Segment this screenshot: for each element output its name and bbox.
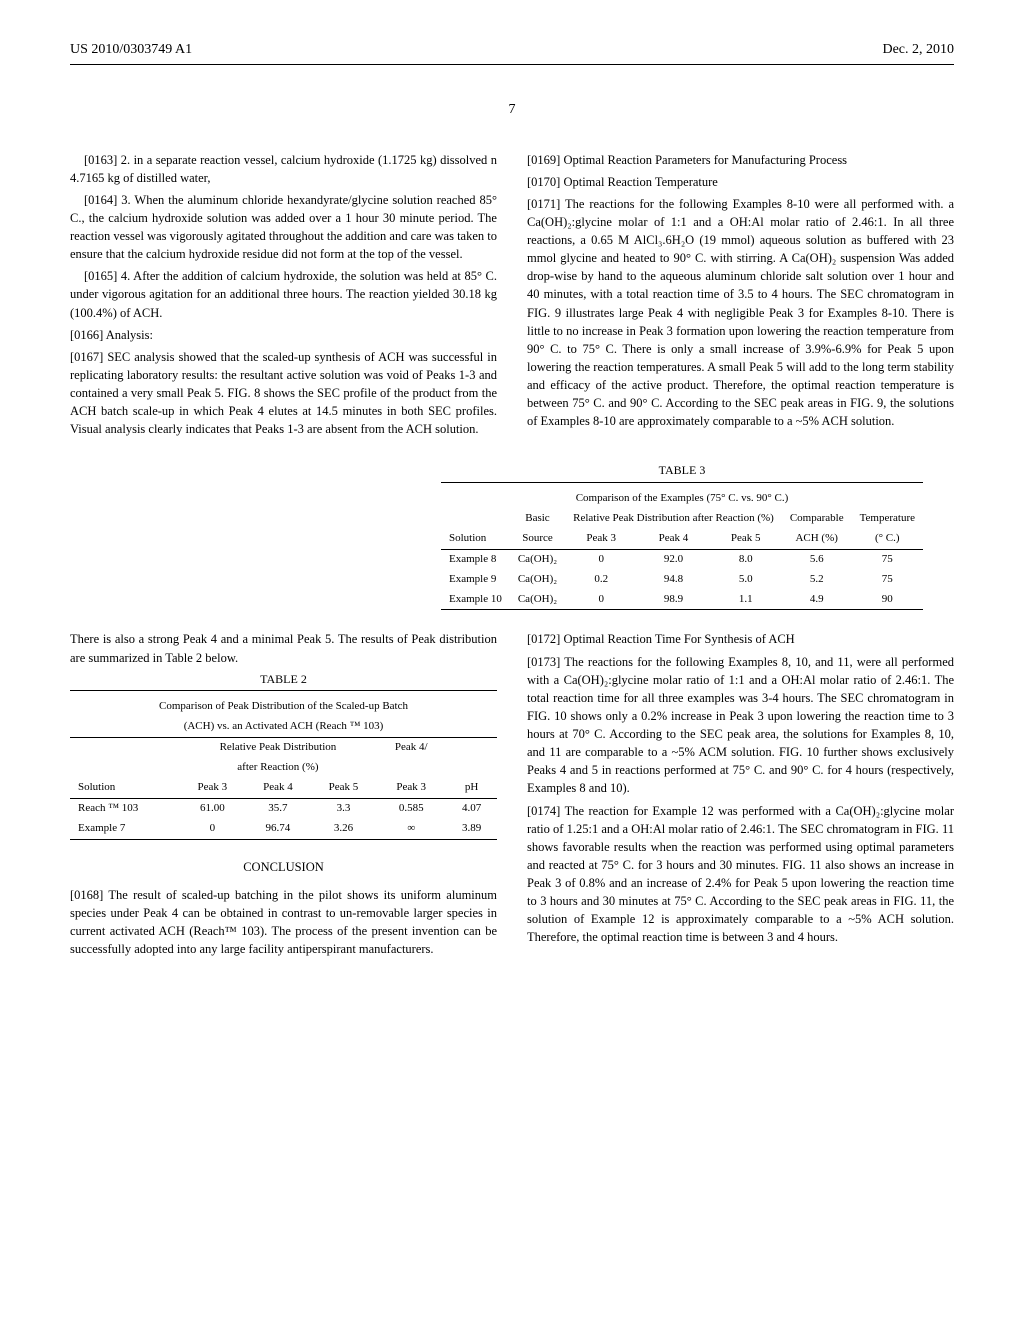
para-0168: [0168] The result of scaled-up batching …	[70, 886, 497, 959]
t2-ga2: after Reaction (%)	[180, 758, 377, 778]
table-2-caption-l1: Comparison of Peak Distribution of the S…	[70, 697, 497, 717]
t3-h5: ACH (%)	[782, 529, 852, 549]
table-2-label: TABLE 2	[70, 671, 497, 688]
top-columns: [0163] 2. in a separate reaction vessel,…	[70, 151, 954, 443]
t3-h2: Peak 3	[565, 529, 637, 549]
t2-h5: pH	[446, 778, 497, 798]
table-row: Example 8 Ca(OH)₂ 0 92.0 8.0 5.6 75	[441, 549, 923, 569]
t3-h1: Source	[510, 529, 565, 549]
right-column-top: [0169] Optimal Reaction Parameters for M…	[527, 151, 954, 443]
para-0166: [0166] Analysis:	[70, 326, 497, 344]
para-0167: [0167] SEC analysis showed that the scal…	[70, 348, 497, 439]
bottom-columns: There is also a strong Peak 4 and a mini…	[70, 630, 954, 962]
para-0165: [0165] 4. After the addition of calcium …	[70, 267, 497, 321]
table-row: Example 9 Ca(OH)₂ 0.2 94.8 5.0 5.2 75	[441, 570, 923, 590]
t3-g2: Relative Peak Distribution after Reactio…	[565, 509, 782, 529]
para-0163: [0163] 2. in a separate reaction vessel,…	[70, 151, 497, 187]
para-0164: [0164] 3. When the aluminum chloride hex…	[70, 191, 497, 264]
left-column-top: [0163] 2. in a separate reaction vessel,…	[70, 151, 497, 443]
table-2: Comparison of Peak Distribution of the S…	[70, 690, 497, 840]
table-2-caption-l2: (ACH) vs. an Activated ACH (Reach ™ 103)	[70, 717, 497, 737]
para-0173: [0173] The reactions for the following E…	[527, 653, 954, 798]
para-0170: [0170] Optimal Reaction Temperature	[527, 173, 954, 191]
right-column-bottom: [0172] Optimal Reaction Time For Synthes…	[527, 630, 954, 962]
para-0171: [0171] The reactions for the following E…	[527, 195, 954, 431]
t2-gb: Peak 4/	[376, 738, 446, 758]
t3-g4: Temperature	[852, 509, 923, 529]
table-row: Example 7 0 96.74 3.26 ∞ 3.89	[70, 819, 497, 839]
table-row: Example 10 Ca(OH)₂ 0 98.9 1.1 4.9 90	[441, 590, 923, 610]
t3-g3: Comparable	[782, 509, 852, 529]
conclusion-heading: CONCLUSION	[70, 858, 497, 876]
t3-g1: Basic	[510, 509, 565, 529]
page-number: 7	[70, 100, 954, 120]
table-3-label: TABLE 3	[410, 462, 954, 479]
t3-h3: Peak 4	[637, 529, 709, 549]
para-0172: [0172] Optimal Reaction Time For Synthes…	[527, 630, 954, 648]
t3-h6: (° C.)	[852, 529, 923, 549]
header-left: US 2010/0303749 A1	[70, 40, 192, 60]
t2-h0: Solution	[70, 778, 180, 798]
t3-h0: Solution	[441, 529, 510, 549]
t2-ga: Relative Peak Distribution	[180, 738, 377, 758]
t3-h4: Peak 5	[710, 529, 782, 549]
table-3-caption: Comparison of the Examples (75° C. vs. 9…	[441, 489, 923, 509]
table-3: Comparison of the Examples (75° C. vs. 9…	[441, 482, 923, 611]
page-header: US 2010/0303749 A1 Dec. 2, 2010	[70, 40, 954, 65]
para-0174: [0174] The reaction for Example 12 was p…	[527, 802, 954, 947]
post-table3-text: There is also a strong Peak 4 and a mini…	[70, 630, 497, 666]
para-0169: [0169] Optimal Reaction Parameters for M…	[527, 151, 954, 169]
table-row: Reach ™ 103 61.00 35.7 3.3 0.585 4.07	[70, 798, 497, 818]
t2-h1: Peak 3	[180, 778, 246, 798]
t2-h4: Peak 3	[376, 778, 446, 798]
t2-h3: Peak 5	[311, 778, 377, 798]
header-right: Dec. 2, 2010	[882, 40, 954, 60]
left-column-bottom: There is also a strong Peak 4 and a mini…	[70, 630, 497, 962]
table-3-section: TABLE 3 Comparison of the Examples (75° …	[70, 462, 954, 610]
t2-h2: Peak 4	[245, 778, 311, 798]
